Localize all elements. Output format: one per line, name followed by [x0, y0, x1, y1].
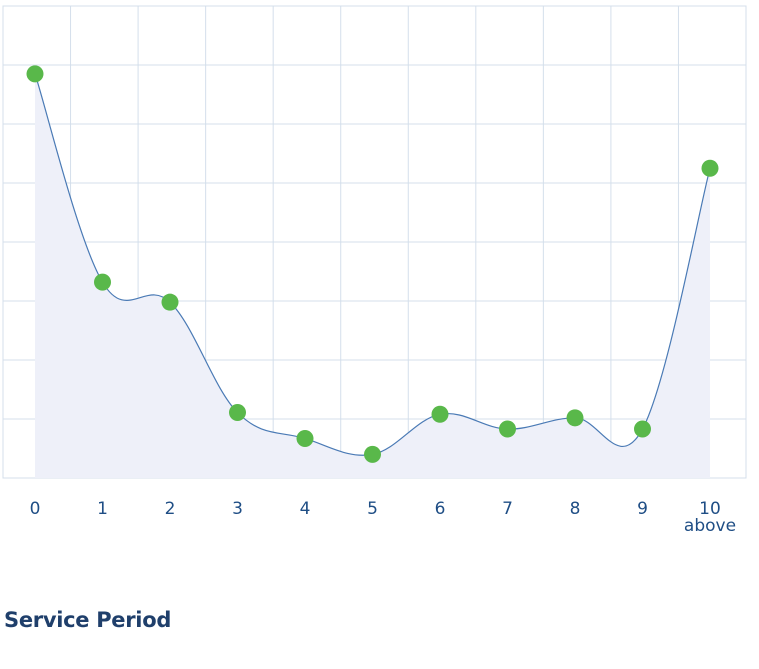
x-tick-label-5: 5	[367, 499, 378, 519]
chart-svg: 0 1 2 3 4 5 6 7 8 9 10 above	[2, 5, 747, 536]
x-tick-label-9: 9	[637, 499, 648, 519]
x-tick-label-3: 3	[232, 499, 243, 519]
x-tick-label-0: 0	[30, 499, 41, 519]
series-area	[35, 73, 710, 478]
x-tick-label-10: 10 above	[684, 499, 736, 536]
x-tick-label-7: 7	[502, 499, 513, 519]
x-axis-label: Service Period	[4, 608, 172, 632]
data-point-10	[701, 159, 719, 177]
data-point-2	[161, 293, 179, 311]
data-point-4	[296, 429, 314, 447]
x-tick-label-1: 1	[97, 499, 108, 519]
data-point-9	[634, 420, 651, 438]
x-tick-label-8: 8	[570, 499, 581, 519]
x-tick-labels: 0 1 2 3 4 5 6 7 8 9 10 above	[30, 499, 736, 536]
data-point-8	[566, 409, 584, 427]
data-point-1	[94, 273, 111, 291]
series-points	[26, 65, 719, 463]
x-tick-label-2: 2	[165, 499, 176, 519]
data-point-3	[229, 404, 246, 422]
data-point-5	[364, 445, 381, 463]
data-point-0	[26, 65, 44, 83]
x-tick-label-6: 6	[435, 499, 446, 519]
data-point-6	[431, 405, 449, 423]
data-point-7	[499, 420, 516, 438]
x-tick-label-4: 4	[300, 499, 311, 519]
